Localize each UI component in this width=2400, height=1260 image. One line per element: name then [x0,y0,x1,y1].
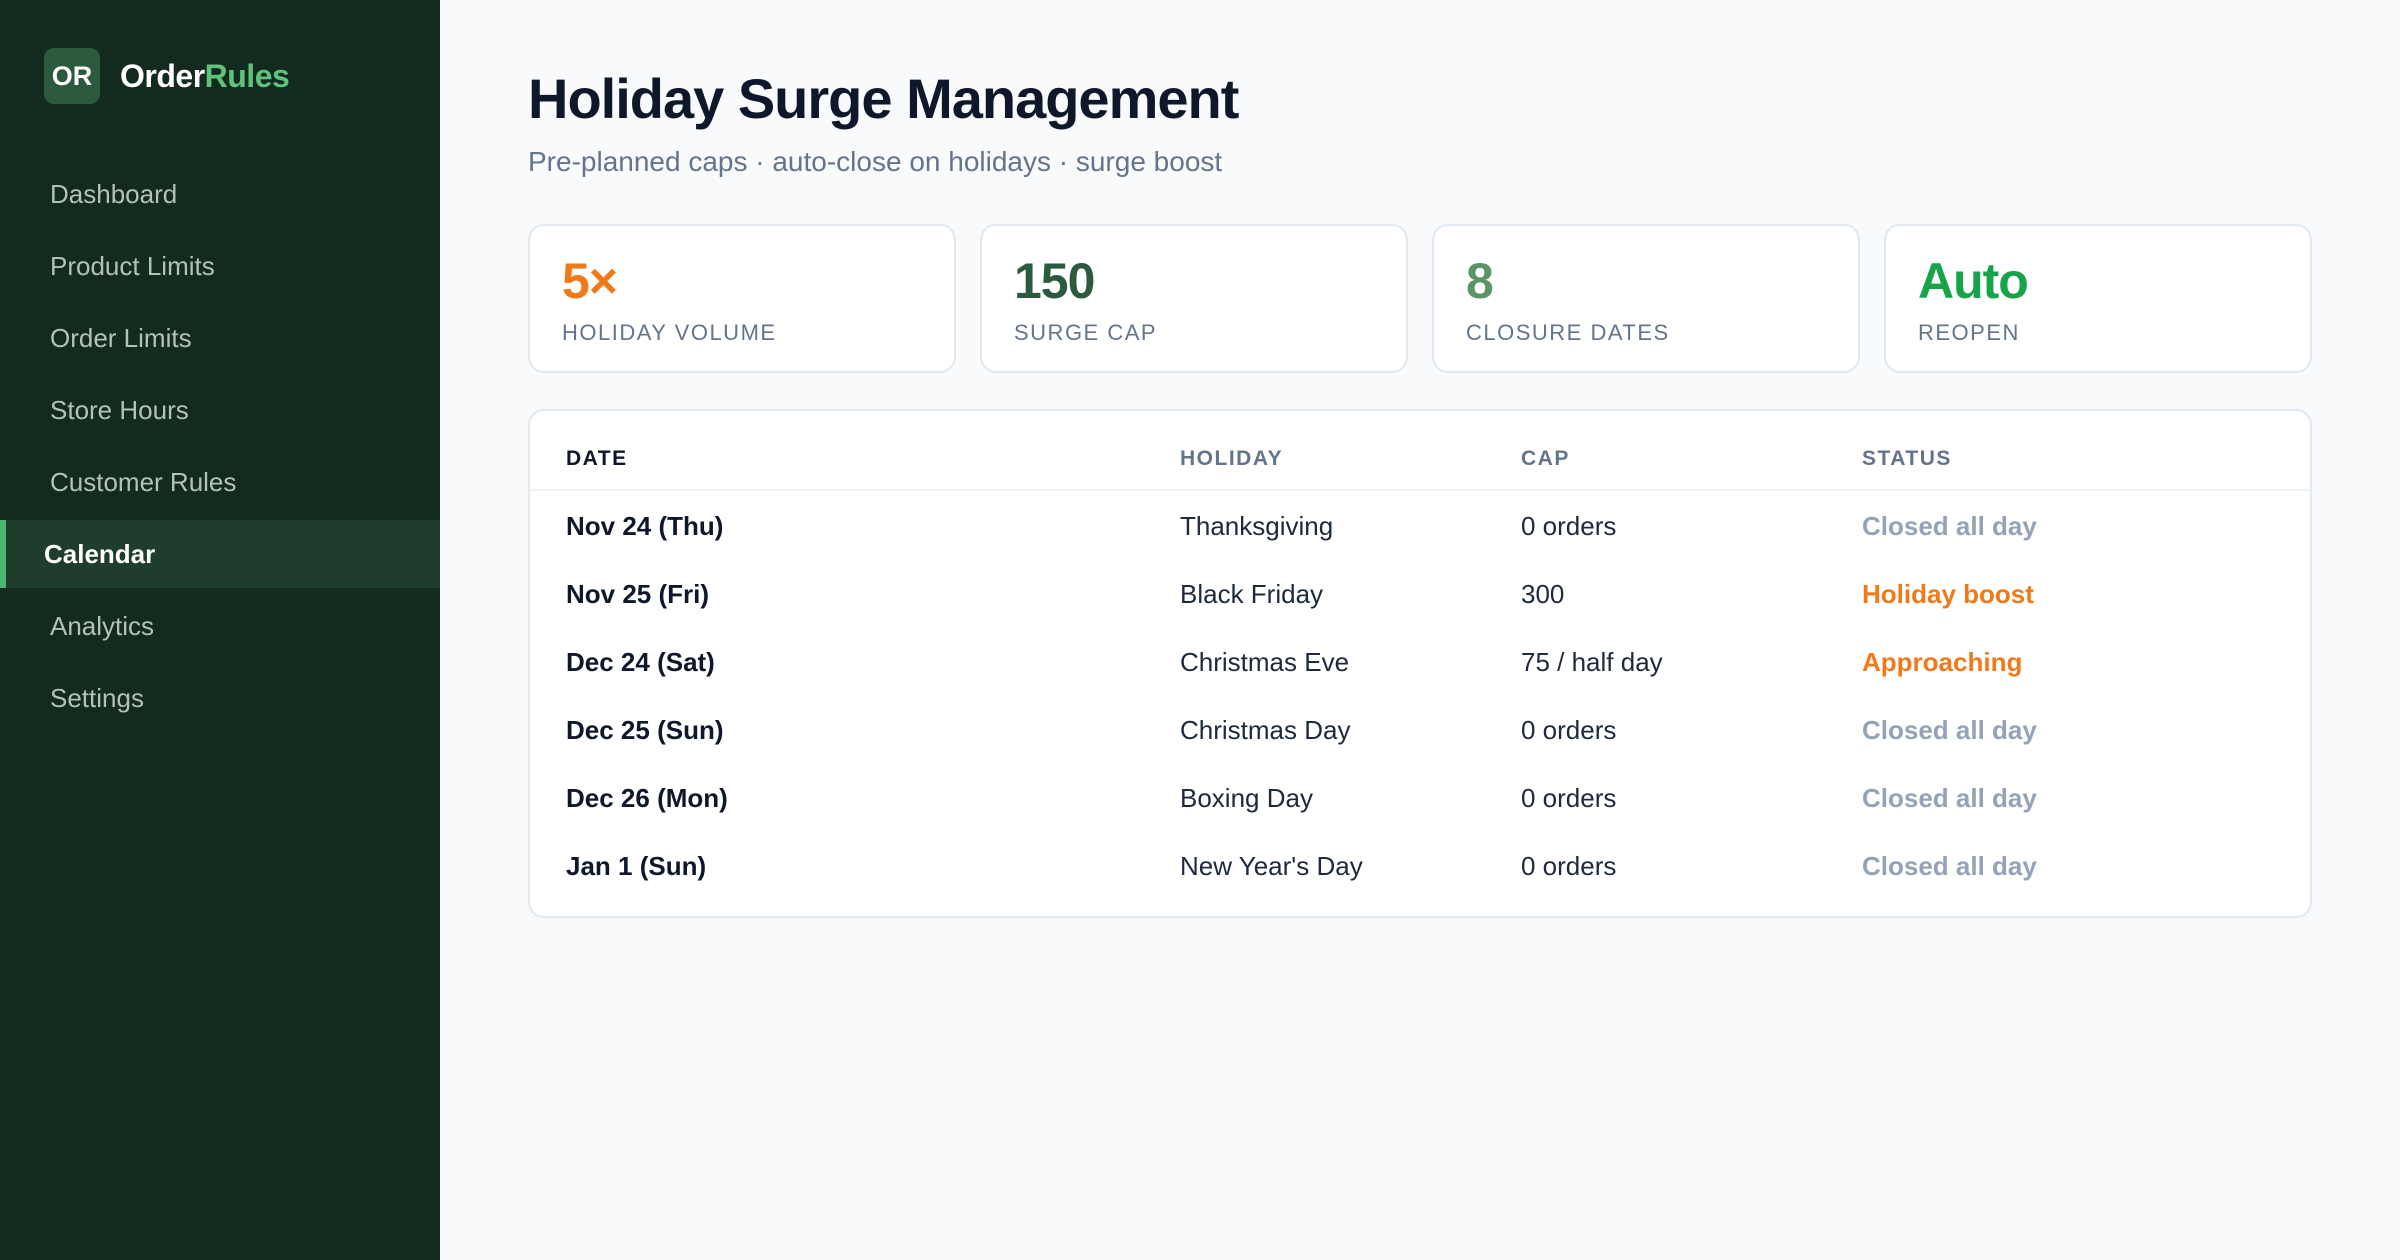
table-row[interactable]: Nov 25 (Fri) Black Friday 300 Holiday bo… [530,559,2310,627]
cell-holiday: New Year's Day [1180,851,1363,881]
table-row[interactable]: Dec 25 (Sun) Christmas Day 0 orders Clos… [530,695,2310,763]
sidebar: OR OrderRules Dashboard Product Limits O… [0,0,440,1260]
cell-date: Dec 26 (Mon) [566,783,728,813]
cell-date: Dec 24 (Sat) [566,647,715,677]
column-header-date: DATE [566,447,628,470]
cell-date: Nov 25 (Fri) [566,579,710,609]
page-title: Holiday Surge Management [528,67,1239,130]
stat-value: 8 [1466,253,1494,309]
stat-value: Auto [1918,253,2029,309]
table-header: DATE HOLIDAY CAP STATUS [530,411,2310,491]
cell-holiday: Black Friday [1180,579,1324,609]
status-badge: Closed all day [1862,783,2037,813]
cell-cap: 300 [1521,579,1565,609]
cell-cap: 0 orders [1521,783,1617,813]
brand-name: OrderRules [120,57,290,95]
sidebar-item-calendar[interactable]: Calendar [0,520,440,588]
sidebar-item-analytics[interactable]: Analytics [50,610,155,641]
table-row[interactable]: Jan 1 (Sun) New Year's Day 0 orders Clos… [530,831,2310,899]
stat-label: REOPEN [1918,320,2020,345]
column-header-cap: CAP [1521,447,1570,470]
cell-cap: 0 orders [1521,851,1617,881]
sidebar-item-customer-rules[interactable]: Customer Rules [50,466,237,497]
cell-date: Dec 25 (Sun) [566,715,724,745]
cell-date: Jan 1 (Sun) [566,851,707,881]
page-subtitle: Pre-planned caps · auto-close on holiday… [528,146,1223,177]
stats-row: 5× HOLIDAY VOLUME 150 SURGE CAP 8 CLOSUR… [528,224,2312,373]
table-body: Nov 24 (Thu) Thanksgiving 0 orders Close… [530,491,2310,899]
cell-date: Nov 24 (Thu) [566,511,724,541]
cell-cap: 75 / half day [1521,647,1663,677]
status-badge: Approaching [1862,647,2023,677]
stat-label: CLOSURE DATES [1466,320,1670,345]
stat-card-reopen: Auto REOPEN [1884,224,2312,373]
cell-cap: 0 orders [1521,511,1617,541]
stat-card-surge-cap: 150 SURGE CAP [980,224,1408,373]
cell-holiday: Boxing Day [1180,783,1313,813]
brand-name-accent: Rules [204,57,290,94]
stat-label: HOLIDAY VOLUME [562,320,777,345]
sidebar-item-dashboard[interactable]: Dashboard [50,178,178,209]
cell-holiday: Christmas Day [1180,715,1351,745]
table-row[interactable]: Nov 24 (Thu) Thanksgiving 0 orders Close… [530,491,2310,559]
status-badge: Holiday boost [1862,579,2034,609]
stat-value: 5× [562,253,618,309]
sidebar-nav: Dashboard Product Limits Order Limits St… [0,160,440,736]
brand[interactable]: OR OrderRules [44,48,290,104]
stat-label: SURGE CAP [1014,320,1158,345]
status-badge: Closed all day [1862,715,2037,745]
sidebar-item-product-limits[interactable]: Product Limits [50,250,215,281]
cell-holiday: Christmas Eve [1180,647,1350,677]
status-badge: Closed all day [1862,851,2037,881]
stat-card-closure-dates: 8 CLOSURE DATES [1432,224,1860,373]
holiday-table: DATE HOLIDAY CAP STATUS Nov 24 (Thu) Tha… [528,409,2312,918]
sidebar-item-store-hours[interactable]: Store Hours [50,394,189,425]
status-badge: Closed all day [1862,511,2037,541]
column-header-status: STATUS [1862,447,1952,470]
table-row[interactable]: Dec 24 (Sat) Christmas Eve 75 / half day… [530,627,2310,695]
cell-cap: 0 orders [1521,715,1617,745]
stat-value: 150 [1014,253,1095,309]
brand-name-main: Order [120,57,205,94]
brand-logo-badge: OR [44,48,100,104]
stat-card-holiday-volume: 5× HOLIDAY VOLUME [528,224,956,373]
column-header-holiday: HOLIDAY [1180,447,1284,470]
sidebar-item-order-limits[interactable]: Order Limits [50,322,192,353]
cell-holiday: Thanksgiving [1180,511,1334,541]
table-row[interactable]: Dec 26 (Mon) Boxing Day 0 orders Closed … [530,763,2310,831]
sidebar-item-settings[interactable]: Settings [50,682,144,713]
